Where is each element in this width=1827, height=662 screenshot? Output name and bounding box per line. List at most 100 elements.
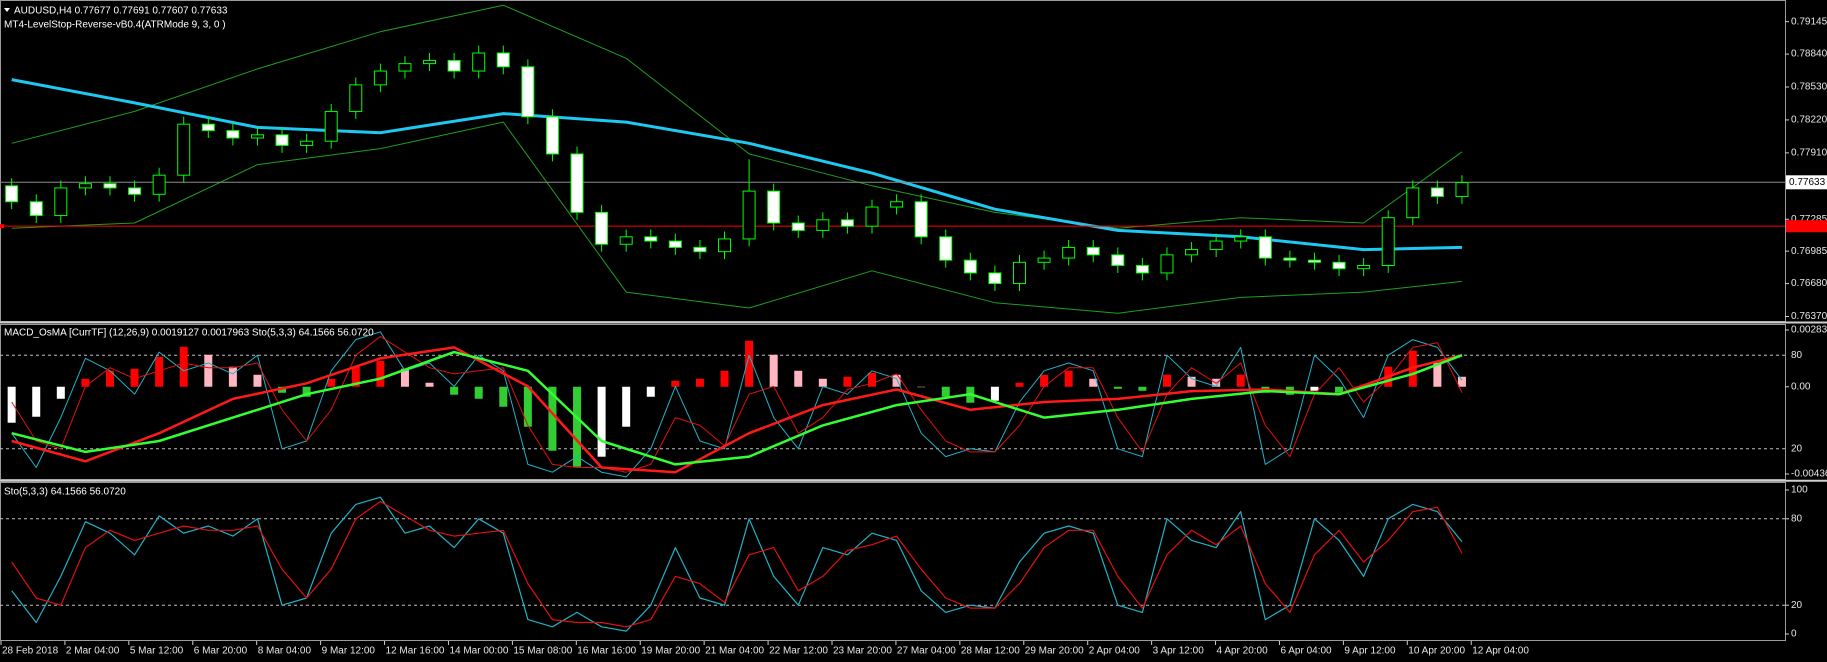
- x-tick-label: 9 Mar 12:00: [322, 646, 376, 657]
- candle-body: [1406, 187, 1420, 219]
- macd-line: [11, 346, 1463, 474]
- candle-body: [1234, 236, 1248, 242]
- macd-line: [11, 350, 1463, 466]
- candle-body: [619, 236, 633, 245]
- candle-body: [1185, 249, 1199, 256]
- x-tick-label: 2 Apr 04:00: [1089, 646, 1141, 657]
- x-tick-label: 27 Mar 04:00: [897, 646, 956, 657]
- osma-bar: [1187, 376, 1196, 387]
- osma-bar: [769, 354, 778, 387]
- x-tick-label: 2 Mar 04:00: [66, 646, 120, 657]
- x-tick-label: 5 Mar 12:00: [130, 646, 184, 657]
- osma-bar: [474, 386, 483, 399]
- candle-body: [1258, 236, 1272, 259]
- menu-arrow[interactable]: [4, 8, 10, 12]
- candle-body: [693, 246, 707, 253]
- candle-body: [250, 134, 264, 139]
- osma-bar: [523, 386, 532, 427]
- osma-bar: [228, 366, 237, 387]
- y-tick-label: 0.79145: [1791, 16, 1827, 27]
- osma-bar: [179, 346, 188, 387]
- osma-bar: [105, 370, 114, 387]
- candle-body: [767, 190, 781, 224]
- osma-bar: [622, 386, 631, 427]
- candle-body: [324, 110, 338, 142]
- y2-tick-label: 80: [1791, 350, 1803, 361]
- osma-bar: [917, 386, 926, 388]
- candle-body: [644, 236, 658, 242]
- candle-body: [939, 236, 953, 261]
- x-tick-label: 12 Mar 16:00: [386, 646, 445, 657]
- y-tick-label: 0.76680: [1791, 278, 1827, 289]
- osma-bar: [81, 378, 90, 387]
- macd-header: MACD_OsMA [CurrTF] (12,26,9) 0.0019127 0…: [4, 328, 374, 339]
- x-tick-label: 6 Mar 20:00: [194, 646, 248, 657]
- candle-body: [201, 123, 215, 132]
- candle-body: [29, 201, 43, 217]
- x-tick-label: 28 Feb 2018: [2, 646, 59, 657]
- y-tick-label: 0.78840: [1791, 49, 1827, 60]
- x-tick-label: 15 Mar 08:00: [513, 646, 572, 657]
- osma-bar: [1015, 382, 1024, 387]
- candle-body: [177, 123, 191, 176]
- candle-body: [103, 183, 117, 189]
- y-tick-label: 0.76370: [1791, 311, 1827, 322]
- y-tick-label: 0: [1791, 629, 1797, 640]
- candle-body: [447, 59, 461, 72]
- candle-body: [226, 130, 240, 139]
- x-tick-label: 12 Apr 04:00: [1472, 646, 1529, 657]
- x-tick-label: 29 Mar 20:00: [1025, 646, 1084, 657]
- candle-body: [742, 190, 756, 240]
- candle-body: [5, 185, 19, 203]
- candle-body: [545, 116, 559, 155]
- osma-bar: [1138, 386, 1147, 391]
- x-tick-label: 19 Mar 20:00: [641, 646, 700, 657]
- y-tick-label: 0.78220: [1791, 115, 1827, 126]
- osma-bar: [868, 372, 877, 387]
- y-tick-label: 80: [1791, 513, 1803, 524]
- osma-bar: [204, 354, 213, 387]
- candle-body: [1160, 254, 1174, 274]
- x-tick-label: 16 Mar 16:00: [577, 646, 636, 657]
- osma-bar: [1433, 362, 1442, 387]
- candle-body: [988, 272, 1002, 285]
- level-marker: [0, 224, 4, 229]
- y-tick-label: 0.77285: [1791, 214, 1827, 225]
- osma-bar: [32, 386, 41, 417]
- osma-bar: [376, 360, 385, 387]
- candle-body: [816, 219, 830, 231]
- x-tick-label: 8 Mar 04:00: [258, 646, 312, 657]
- level-marker: [1786, 220, 1827, 233]
- plot-layer: 0.79145 0.78840 0.78530 0.78220 0.77910 0.772…: [0, 4, 1827, 657]
- osma-bar: [1064, 370, 1073, 387]
- y-tick-label: -0.004365: [1791, 469, 1827, 480]
- osma-bar: [597, 386, 606, 457]
- y2-tick-label: 20: [1791, 443, 1803, 454]
- indicator-header: MT4-LevelStop-Reverse-vB0.4(ATRMode 9, 3…: [4, 20, 226, 31]
- candle-body: [963, 259, 977, 274]
- y-tick-label: 0.77910: [1791, 148, 1827, 159]
- osma-bar: [1040, 374, 1049, 387]
- osma-bar: [941, 386, 950, 397]
- osma-bar: [56, 386, 65, 399]
- osma-bar: [253, 374, 262, 387]
- y-tick-label: 100: [1791, 485, 1808, 496]
- osma-bar: [130, 368, 139, 387]
- osma-bar: [499, 386, 508, 407]
- candle-body: [398, 63, 412, 72]
- candle-body: [472, 52, 486, 72]
- candle-body: [791, 222, 805, 231]
- stoch-pane-frame: [0, 482, 1786, 641]
- y-tick-label: 20: [1791, 600, 1803, 611]
- osma-bar: [327, 378, 336, 387]
- osma-bar: [1162, 374, 1171, 387]
- candle-body: [78, 183, 92, 189]
- candle-body: [300, 140, 314, 146]
- candle-body: [373, 70, 387, 86]
- candle-body: [1381, 217, 1395, 266]
- candle-body: [914, 201, 928, 238]
- osma-bar: [1236, 374, 1245, 387]
- candle-body: [1086, 246, 1100, 256]
